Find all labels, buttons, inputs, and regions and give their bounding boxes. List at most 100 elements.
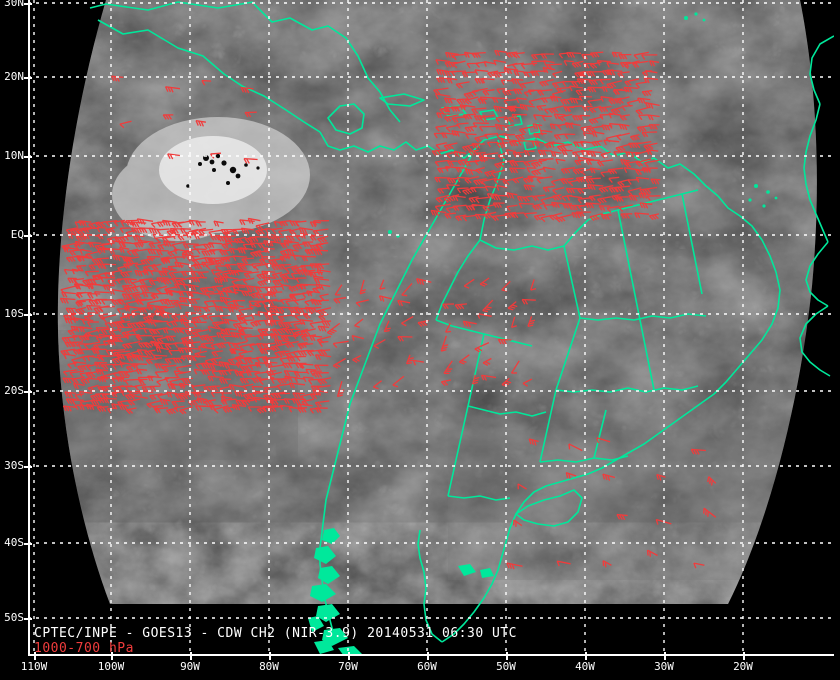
wind-barb	[492, 202, 505, 208]
wind-barb	[164, 286, 178, 294]
wind-barb	[316, 307, 332, 316]
wind-barb	[326, 322, 341, 336]
satellite-map-canvas	[28, 0, 834, 656]
wind-barb	[656, 473, 666, 481]
wind-barb	[167, 153, 180, 160]
wind-barb	[434, 203, 451, 212]
wind-barb	[123, 305, 140, 312]
wind-barb	[250, 262, 262, 269]
wind-barb	[635, 140, 652, 149]
wind-barb	[637, 97, 651, 104]
wind-barb	[271, 236, 285, 242]
wind-barb	[119, 227, 131, 234]
wind-barb	[210, 269, 222, 275]
wind-barb	[179, 406, 193, 415]
wind-barb	[316, 269, 331, 276]
wind-barb	[199, 334, 209, 341]
wind-barb	[299, 319, 314, 326]
wind-barb	[207, 242, 223, 248]
wind-barb	[505, 133, 516, 140]
wind-barb	[232, 340, 248, 349]
wind-barb	[198, 405, 215, 411]
y-tick-label-50s: 50S	[4, 611, 24, 624]
wind-barb	[539, 129, 553, 136]
wind-barb	[482, 89, 495, 96]
wind-barb	[312, 299, 329, 306]
wind-barb	[588, 194, 601, 202]
wind-barb	[401, 316, 414, 327]
wind-barb	[319, 293, 329, 301]
wind-barb	[196, 248, 207, 255]
wind-barb	[154, 363, 169, 370]
wind-barb	[247, 217, 261, 225]
wind-barb	[445, 124, 458, 132]
wind-barb	[482, 203, 496, 212]
wind-barb	[309, 234, 324, 241]
wind-barb	[304, 248, 321, 255]
wind-barb	[162, 241, 176, 247]
wind-barb	[152, 320, 169, 327]
wind-barb	[315, 242, 329, 249]
wind-barb	[78, 390, 93, 397]
wind-barb	[576, 78, 591, 85]
wind-barb	[392, 375, 405, 388]
wind-barb	[255, 286, 269, 293]
wind-barb	[267, 364, 284, 372]
wind-barb	[518, 125, 534, 134]
wind-barb	[614, 185, 630, 193]
wind-barb	[235, 269, 252, 276]
wind-barb	[182, 243, 199, 249]
wind-barb	[416, 277, 432, 286]
wind-barb	[159, 298, 169, 305]
wind-barb	[240, 86, 254, 94]
wind-barb	[484, 185, 497, 192]
wind-barb	[172, 357, 186, 364]
wind-barb	[548, 141, 565, 148]
wind-barb	[645, 102, 660, 109]
wind-barb	[100, 242, 115, 249]
wind-barb	[526, 167, 537, 173]
wind-barb	[121, 329, 138, 338]
y-tick-mark	[24, 77, 32, 79]
wind-barb	[63, 268, 79, 275]
wind-barb	[523, 71, 535, 78]
wind-barb	[175, 370, 191, 379]
wind-barb	[589, 167, 601, 174]
wind-barb	[517, 483, 527, 490]
wind-barb	[105, 219, 118, 227]
wind-barb	[523, 159, 538, 167]
wind-barb	[78, 220, 92, 227]
wind-barb	[221, 284, 238, 294]
wind-barb	[464, 160, 479, 167]
wind-barb	[102, 263, 117, 270]
wind-barb	[481, 77, 495, 84]
wind-barb	[475, 196, 489, 204]
wind-barb	[608, 112, 622, 119]
wind-barb	[512, 62, 525, 70]
x-tick-label-20w: 20W	[733, 660, 753, 673]
wind-barb	[616, 132, 630, 141]
y-tick-label-30n: 30N	[4, 0, 24, 9]
wind-barb	[474, 342, 490, 353]
wind-barb	[274, 339, 290, 346]
wind-barb	[537, 89, 553, 96]
wind-barb	[192, 355, 206, 362]
wind-barb	[599, 78, 612, 85]
wind-barb	[71, 341, 84, 348]
wind-barb	[484, 132, 499, 140]
wind-barb	[538, 158, 554, 165]
wind-barb	[195, 221, 206, 227]
wind-barb	[314, 400, 330, 408]
wind-barb	[300, 392, 314, 401]
wind-barb	[106, 339, 124, 346]
wind-barb	[317, 377, 332, 385]
wind-barb	[296, 355, 307, 362]
wind-barb	[445, 322, 452, 333]
wind-barb	[249, 364, 260, 371]
wind-barb	[160, 256, 177, 265]
wind-barb	[542, 166, 556, 173]
x-tick-label-70w: 70W	[338, 660, 358, 673]
wind-barb	[589, 212, 603, 222]
wind-barb	[566, 195, 583, 201]
wind-barb	[596, 437, 611, 444]
